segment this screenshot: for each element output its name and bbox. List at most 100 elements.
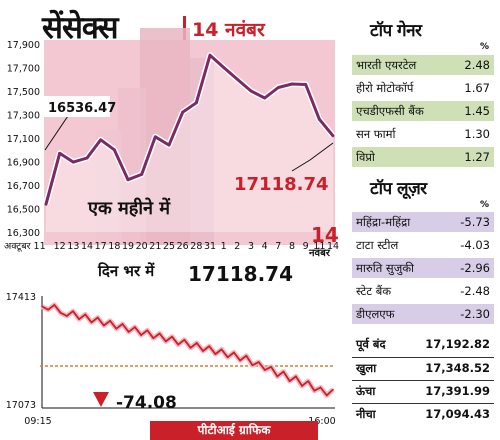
x-tick-label: 18 <box>108 241 120 252</box>
data-point <box>194 101 198 105</box>
intraday-point <box>233 351 235 354</box>
intraday-series <box>40 302 335 398</box>
data-point <box>317 117 321 121</box>
intraday-point <box>134 326 136 328</box>
date-big: 14 <box>311 223 339 247</box>
intraday-point <box>140 334 142 336</box>
gainer-value: 1.27 <box>464 150 490 164</box>
loser-value: -4.03 <box>460 238 490 252</box>
x-tick-label: अक्टूबर 11 <box>4 241 46 252</box>
y-tick-label: 17,300 <box>7 111 40 122</box>
gainer-row: सन फार्मा 1.30 <box>352 124 494 144</box>
data-point <box>222 66 226 69</box>
intraday-point <box>59 312 62 314</box>
intraday-point <box>239 359 241 362</box>
intraday-point <box>47 308 49 311</box>
loser-row: टाटा स्टील -4.03 <box>352 235 494 255</box>
intraday-point <box>257 361 260 363</box>
loser-row: मारुति सुजुकी -2.96 <box>352 258 494 278</box>
loser-row: डीएलएफ -2.30 <box>352 304 494 324</box>
main-y-axis: 16,300 16,500 16,700 16,900 17,100 17,300 17,5… <box>7 40 40 239</box>
intraday-point <box>165 340 167 343</box>
gainer-value: 1.30 <box>464 127 490 141</box>
start-value-box <box>44 96 110 117</box>
loser-row: स्टेट बैंक -2.48 <box>352 281 494 301</box>
main-series <box>43 52 336 233</box>
down-arrow-icon <box>93 392 109 407</box>
series-line <box>44 53 335 205</box>
intraday-point <box>226 356 229 359</box>
gainer-name: एचडीएफसी बैंक <box>356 104 424 118</box>
data-point <box>85 156 89 160</box>
intraday-point <box>332 388 334 391</box>
stat-value: 17,348.52 <box>425 361 490 375</box>
loser-value: -2.96 <box>460 261 490 275</box>
top-gainers-title: टॉप गेनर <box>370 21 422 41</box>
intraday-point <box>121 323 124 325</box>
y-tick-label: 17,900 <box>7 40 40 51</box>
intraday-title: दिन भर में <box>97 262 155 280</box>
loser-value: -5.73 <box>460 215 490 229</box>
stat-value: 17,094.43 <box>425 407 490 421</box>
data-point <box>153 135 157 139</box>
data-point <box>58 151 62 155</box>
intraday-point <box>127 331 130 333</box>
date-label: 14 नवंबर <box>192 19 265 41</box>
intraday-point <box>295 375 297 378</box>
intraday-y-tick: 17073 <box>6 400 36 411</box>
intraday-point <box>264 369 266 371</box>
losers-pct-symbol: % <box>480 200 490 210</box>
intraday-line <box>41 303 334 397</box>
data-point <box>290 82 294 86</box>
stat-name: नीचा <box>356 407 376 421</box>
x-tick-label: 21 <box>149 241 161 252</box>
intraday-point <box>78 318 80 320</box>
intraday-point <box>288 380 291 382</box>
data-point <box>208 53 212 57</box>
gainer-name: विप्रो <box>356 150 375 164</box>
data-point <box>126 178 130 182</box>
intraday-point <box>53 304 56 306</box>
x-tick-label: 17 <box>95 241 107 252</box>
intraday-point <box>270 366 272 368</box>
x-tick-label: 2 <box>234 241 240 252</box>
y-tick-label: 16,900 <box>7 158 40 169</box>
x-tick-label: 11 <box>313 241 325 252</box>
intraday-point <box>307 380 310 382</box>
x-tick-label: 26 <box>177 241 189 252</box>
intraday-point <box>109 319 111 322</box>
gainer-name: हीरो मोटोकॉर्प <box>356 81 414 95</box>
intraday-point <box>282 370 285 373</box>
loser-row: महिंद्रा-महिंद्रा -5.73 <box>352 212 494 232</box>
gainer-name: सन फार्मा <box>356 127 396 141</box>
intraday-point <box>41 305 43 308</box>
y-tick-label: 17,700 <box>7 64 40 75</box>
intraday-point <box>183 339 186 341</box>
intraday-x-tick: 09:15 <box>24 416 51 427</box>
x-tick-label: 1 <box>221 241 227 252</box>
stat-row-previous-close: पूर्व बंद 17,192.82 <box>352 334 494 355</box>
intraday-y-tick: 17413 <box>6 292 36 303</box>
intraday-point <box>72 310 74 313</box>
x-tick-label: 3 <box>248 241 254 252</box>
loser-value: -2.48 <box>460 284 490 298</box>
x-tick-label: 8 <box>289 241 295 252</box>
y-tick-label: 16,300 <box>7 228 40 239</box>
x-tick-label: 19 <box>122 241 134 252</box>
intraday-value: 17118.74 <box>188 262 293 286</box>
loser-name: टाटा स्टील <box>356 238 399 252</box>
stat-name: पूर्व बंद <box>356 337 386 351</box>
data-point <box>249 89 253 93</box>
intraday-point <box>158 332 161 335</box>
intraday-point <box>103 324 105 327</box>
y-tick-label: 17,100 <box>7 134 40 145</box>
data-point <box>304 83 308 86</box>
intraday-point <box>202 350 204 352</box>
date-small: नवंबर <box>308 247 331 259</box>
x-tick-label: 12 <box>54 241 66 252</box>
loser-name: स्टेट बैंक <box>356 284 392 298</box>
data-point <box>263 96 267 100</box>
gainer-row: विप्रो 1.27 <box>352 147 494 167</box>
gainer-value: 2.48 <box>464 58 490 72</box>
intraday-point <box>251 364 254 367</box>
